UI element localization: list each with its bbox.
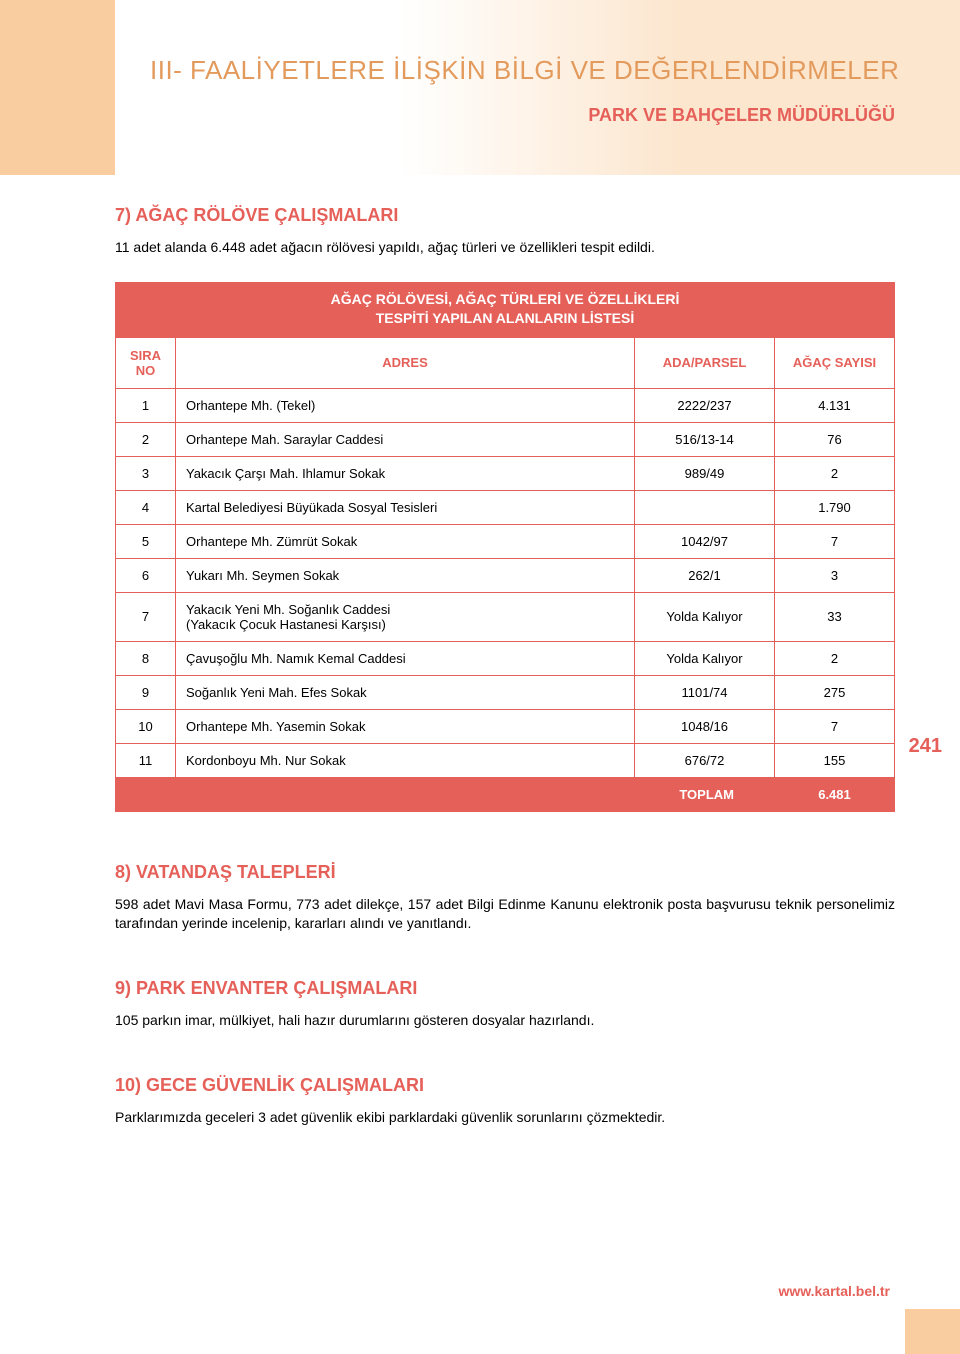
section10-text: Parklarımızda geceleri 3 adet güvenlik e… [115,1108,895,1128]
cell-sayi: 1.790 [775,490,895,524]
total-value: 6.481 [775,777,895,811]
table-title-line1: AĞAÇ RÖLÖVESİ, AĞAÇ TÜRLERİ VE ÖZELLİKLE… [331,291,680,307]
cell-sayi: 2 [775,456,895,490]
cell-ada: 1048/16 [635,709,775,743]
cell-ada: 1042/97 [635,524,775,558]
cell-no: 10 [116,709,176,743]
section9-heading: 9) PARK ENVANTER ÇALIŞMALARI [115,978,895,999]
table-row: 6Yukarı Mh. Seymen Sokak262/13 [116,558,895,592]
table-row: 8Çavuşoğlu Mh. Namık Kemal CaddesiYolda … [116,641,895,675]
decor-top-right-gradient [400,0,960,175]
section7-heading: 7) AĞAÇ RÖLÖVE ÇALIŞMALARI [115,205,895,226]
cell-ada: 676/72 [635,743,775,777]
cell-adres: Yukarı Mh. Seymen Sokak [176,558,635,592]
cell-ada: 516/13-14 [635,422,775,456]
cell-adres: Kartal Belediyesi Büyükada Sosyal Tesisl… [176,490,635,524]
tree-survey-table: SIRA NO ADRES ADA/PARSEL AĞAÇ SAYISI 1Or… [115,337,895,812]
table-total-row: TOPLAM6.481 [116,777,895,811]
cell-adres: Orhantepe Mh. Yasemin Sokak [176,709,635,743]
cell-no: 9 [116,675,176,709]
cell-ada [635,490,775,524]
cell-adres: Orhantepe Mh. Zümrüt Sokak [176,524,635,558]
decor-bottom-right [905,1309,960,1354]
cell-adres: Orhantepe Mah. Saraylar Caddesi [176,422,635,456]
cell-sayi: 4.131 [775,388,895,422]
cell-adres: Orhantepe Mh. (Tekel) [176,388,635,422]
table-row: 1Orhantepe Mh. (Tekel)2222/2374.131 [116,388,895,422]
cell-no: 8 [116,641,176,675]
cell-sayi: 2 [775,641,895,675]
cell-adres: Kordonboyu Mh. Nur Sokak [176,743,635,777]
table-row: 3Yakacık Çarşı Mah. Ihlamur Sokak989/492 [116,456,895,490]
cell-ada: Yolda Kalıyor [635,592,775,641]
cell-ada: 262/1 [635,558,775,592]
col-sira: SIRA NO [116,337,176,388]
decor-top-left [0,0,115,175]
table-title-line2: TESPİTİ YAPILAN ALANLARIN LİSTESİ [376,310,635,326]
cell-adres: Soğanlık Yeni Mah. Efes Sokak [176,675,635,709]
section8-heading: 8) VATANDAŞ TALEPLERİ [115,862,895,883]
col-ada: ADA/PARSEL [635,337,775,388]
cell-no: 7 [116,592,176,641]
cell-ada: 1101/74 [635,675,775,709]
total-label: TOPLAM [116,777,775,811]
table-row: 10Orhantepe Mh. Yasemin Sokak1048/167 [116,709,895,743]
section8-text: 598 adet Mavi Masa Formu, 773 adet dilek… [115,895,895,934]
cell-no: 5 [116,524,176,558]
cell-adres: Yakacık Çarşı Mah. Ihlamur Sokak [176,456,635,490]
cell-sayi: 7 [775,524,895,558]
cell-ada: Yolda Kalıyor [635,641,775,675]
page-subtitle: PARK VE BAHÇELER MÜDÜRLÜĞÜ [588,105,895,126]
cell-sayi: 33 [775,592,895,641]
cell-no: 2 [116,422,176,456]
cell-sayi: 76 [775,422,895,456]
section9-text: 105 parkın imar, mülkiyet, hali hazır du… [115,1011,895,1031]
cell-ada: 989/49 [635,456,775,490]
footer-url: www.kartal.bel.tr [778,1283,890,1299]
col-sayi: AĞAÇ SAYISI [775,337,895,388]
cell-no: 6 [116,558,176,592]
page-number: 241 [909,735,942,758]
main-content: 7) AĞAÇ RÖLÖVE ÇALIŞMALARI 11 adet aland… [115,205,895,1151]
page-title: III- FAALİYETLERE İLİŞKİN BİLGİ VE DEĞER… [150,55,900,86]
section10-heading: 10) GECE GÜVENLİK ÇALIŞMALARI [115,1075,895,1096]
lower-sections: 8) VATANDAŞ TALEPLERİ 598 adet Mavi Masa… [115,862,895,1127]
section7-text: 11 adet alanda 6.448 adet ağacın rölöves… [115,238,895,258]
cell-sayi: 7 [775,709,895,743]
col-adres: ADRES [176,337,635,388]
table-row: 11Kordonboyu Mh. Nur Sokak676/72155 [116,743,895,777]
cell-no: 4 [116,490,176,524]
table-row: 2Orhantepe Mah. Saraylar Caddesi516/13-1… [116,422,895,456]
table-row: 5Orhantepe Mh. Zümrüt Sokak1042/977 [116,524,895,558]
table-row: 9Soğanlık Yeni Mah. Efes Sokak1101/74275 [116,675,895,709]
cell-sayi: 275 [775,675,895,709]
table-row: 7Yakacık Yeni Mh. Soğanlık Caddesi (Yaka… [116,592,895,641]
table-row: 4Kartal Belediyesi Büyükada Sosyal Tesis… [116,490,895,524]
cell-adres: Yakacık Yeni Mh. Soğanlık Caddesi (Yakac… [176,592,635,641]
cell-no: 11 [116,743,176,777]
cell-sayi: 3 [775,558,895,592]
cell-ada: 2222/237 [635,388,775,422]
col-sira-label: SIRA NO [130,348,161,378]
table-header-row: SIRA NO ADRES ADA/PARSEL AĞAÇ SAYISI [116,337,895,388]
cell-no: 3 [116,456,176,490]
cell-sayi: 155 [775,743,895,777]
table-title: AĞAÇ RÖLÖVESİ, AĞAÇ TÜRLERİ VE ÖZELLİKLE… [115,282,895,337]
cell-adres: Çavuşoğlu Mh. Namık Kemal Caddesi [176,641,635,675]
cell-no: 1 [116,388,176,422]
